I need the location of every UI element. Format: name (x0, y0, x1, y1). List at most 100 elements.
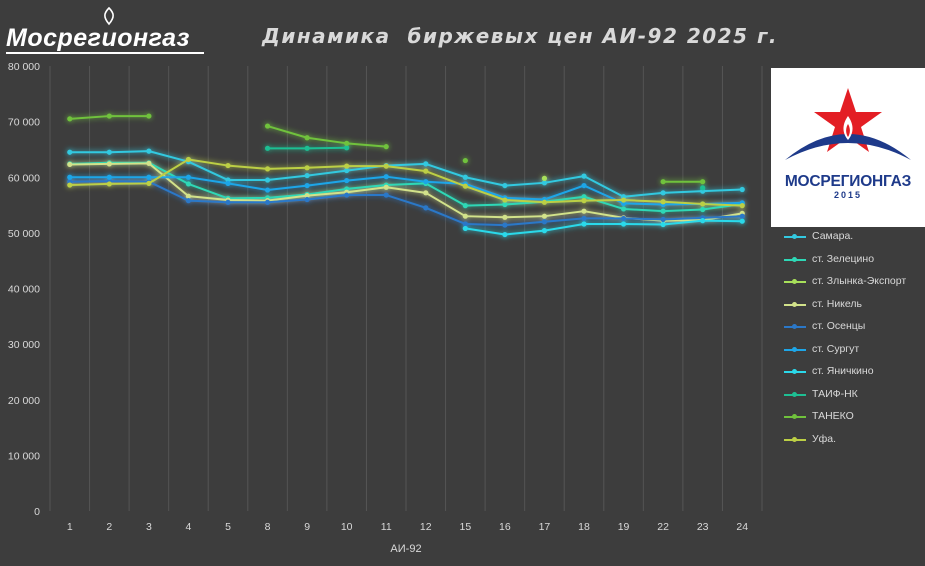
legend-item: ст. Злынка-Экспорт (784, 273, 924, 296)
data-point (502, 222, 508, 228)
data-point (146, 148, 152, 154)
data-point (541, 180, 548, 186)
legend-label: ст. Сургут (812, 342, 860, 355)
data-point (383, 144, 389, 150)
data-point (146, 113, 152, 119)
series-6 (462, 218, 745, 238)
data-point (344, 177, 350, 184)
data-point (581, 198, 587, 204)
data-point (581, 215, 587, 222)
y-tick-label: 30 000 (8, 339, 40, 351)
x-tick-label: 5 (225, 521, 231, 533)
data-point (462, 157, 468, 164)
x-tick-label: 8 (265, 521, 271, 533)
legend-marker (792, 391, 797, 397)
legend-item: ТАИФ-НК (784, 386, 924, 409)
data-point (423, 161, 429, 167)
x-tick-label: 15 (459, 521, 471, 533)
data-point (620, 221, 627, 227)
legend-marker (792, 279, 797, 284)
data-point (185, 174, 192, 180)
data-point (660, 199, 666, 205)
data-point (660, 190, 666, 196)
legend-label: ст. Злынка-Экспорт (812, 275, 907, 287)
series-line (465, 219, 743, 236)
data-point (185, 193, 192, 199)
data-point (581, 221, 587, 227)
data-point (581, 208, 587, 214)
legend-label: ст. Никель (812, 297, 862, 310)
brand-logo: Мосрегионгаз (6, 6, 206, 54)
data-point (502, 201, 508, 208)
legend-item: Уфа. (784, 431, 924, 454)
legend-label: Уфа. (812, 432, 837, 445)
data-point (304, 172, 310, 179)
logo-year: 2015 (833, 190, 863, 200)
data-point (264, 177, 271, 183)
data-point (225, 180, 231, 186)
data-point (462, 174, 468, 180)
y-tick-label: 20 000 (8, 395, 40, 407)
data-point (67, 161, 73, 168)
data-point (185, 181, 192, 187)
data-point (620, 197, 627, 203)
legend-item: ст. Сургут (784, 341, 924, 364)
series-line (267, 125, 387, 148)
legend-marker (792, 234, 797, 239)
legend-marker (792, 256, 797, 262)
data-point (264, 145, 271, 151)
data-point (106, 161, 112, 167)
data-point (700, 201, 706, 207)
data-point (462, 203, 468, 209)
data-point (700, 218, 706, 224)
y-tick-label: 80 000 (8, 61, 40, 73)
data-point (344, 192, 350, 198)
series-line (69, 180, 743, 227)
series-line (69, 175, 743, 206)
data-point (304, 193, 310, 199)
data-point (581, 173, 587, 179)
x-tick-label: 23 (697, 521, 709, 533)
company-logo: МОСРЕГИОНГАЗ 2015 (771, 68, 925, 227)
x-tick-label: 1 (67, 521, 73, 533)
x-tick-label: 12 (420, 521, 432, 533)
data-point (304, 182, 310, 189)
data-point (739, 186, 745, 193)
data-point (541, 228, 548, 234)
logo-name: МОСРЕГИОНГАЗ (784, 173, 912, 190)
data-point (620, 206, 627, 212)
data-point (502, 214, 508, 220)
data-point (383, 174, 389, 180)
flame-icon (104, 6, 114, 26)
data-point (660, 179, 666, 185)
legend-marker (792, 324, 797, 329)
data-point (462, 183, 468, 189)
data-point (264, 123, 271, 129)
data-point (67, 116, 73, 122)
data-point (344, 163, 350, 169)
x-axis-ticks: 1 2 3 4 5 8 9 10 11 12 15 16 17 18 19 22 23 24 (67, 521, 748, 533)
gridlines (49, 66, 763, 511)
data-point (67, 149, 73, 155)
data-point (185, 198, 192, 204)
y-axis-ticks: 0 10 000 20 000 30 000 40 000 50 000 60 000 70 … (8, 61, 40, 518)
data-point (462, 225, 468, 232)
series-8 (67, 113, 706, 185)
data-point (67, 174, 73, 180)
data-point (106, 181, 112, 187)
legend-label: ст. Яничкино (812, 365, 874, 377)
data-point (541, 219, 548, 225)
legend-item: ТАНЕКО (784, 408, 924, 431)
data-point (106, 149, 112, 155)
series-group (67, 113, 745, 238)
x-tick-label: 16 (499, 521, 511, 533)
data-point (185, 156, 192, 163)
data-point (304, 145, 310, 151)
y-tick-label: 60 000 (8, 172, 40, 184)
data-point (739, 203, 745, 209)
data-point (739, 218, 745, 224)
data-point (541, 213, 548, 219)
x-tick-label: 10 (341, 521, 353, 533)
legend-label: ТАНЕКО (812, 410, 854, 422)
